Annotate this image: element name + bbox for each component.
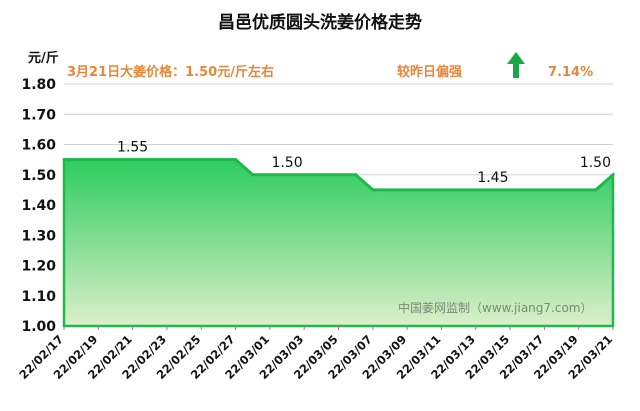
data-label: 1.50 bbox=[271, 155, 302, 171]
change-value: 7.14% bbox=[548, 65, 593, 80]
data-point bbox=[251, 173, 255, 177]
y-tick-label: 1.10 bbox=[21, 289, 56, 305]
data-label: 1.50 bbox=[580, 155, 611, 171]
data-point bbox=[611, 173, 615, 177]
x-axis-ticks: 22/02/1722/02/1922/02/2122/02/2322/02/25… bbox=[16, 326, 615, 382]
y-axis-unit: 元/斤 bbox=[28, 50, 59, 66]
price-note: 3月21日大姜价格：1.50元/斤左右 bbox=[67, 64, 274, 80]
change-label: 较昨日偏强 bbox=[397, 64, 462, 80]
y-axis-ticks: 1.80 1.70 1.60 1.50 1.40 1.30 1.20 1.10 1.00 bbox=[21, 77, 56, 335]
y-tick-label: 1.40 bbox=[21, 198, 56, 214]
y-tick-label: 1.70 bbox=[21, 107, 56, 123]
data-label: 1.45 bbox=[477, 170, 508, 186]
data-point bbox=[234, 158, 238, 162]
y-tick-label: 1.60 bbox=[21, 138, 56, 154]
data-point bbox=[371, 188, 375, 192]
chart-title: 昌邑优质圆头洗姜价格走势 bbox=[218, 12, 422, 33]
y-tick-label: 1.30 bbox=[21, 228, 56, 244]
y-tick-label: 1.80 bbox=[21, 77, 56, 93]
data-labels: 1.55 1.50 1.45 1.50 bbox=[117, 140, 611, 186]
data-point bbox=[594, 188, 598, 192]
watermark: 中国姜网监制（www.jiang7.com） bbox=[398, 300, 592, 315]
y-tick-label: 1.50 bbox=[21, 168, 56, 184]
y-tick-label: 1.20 bbox=[21, 259, 56, 275]
area-series bbox=[62, 158, 615, 328]
up-arrow-icon bbox=[507, 52, 525, 78]
data-point bbox=[62, 158, 66, 162]
data-point bbox=[354, 173, 358, 177]
data-label: 1.55 bbox=[117, 140, 148, 156]
y-tick-label: 1.00 bbox=[21, 319, 56, 335]
